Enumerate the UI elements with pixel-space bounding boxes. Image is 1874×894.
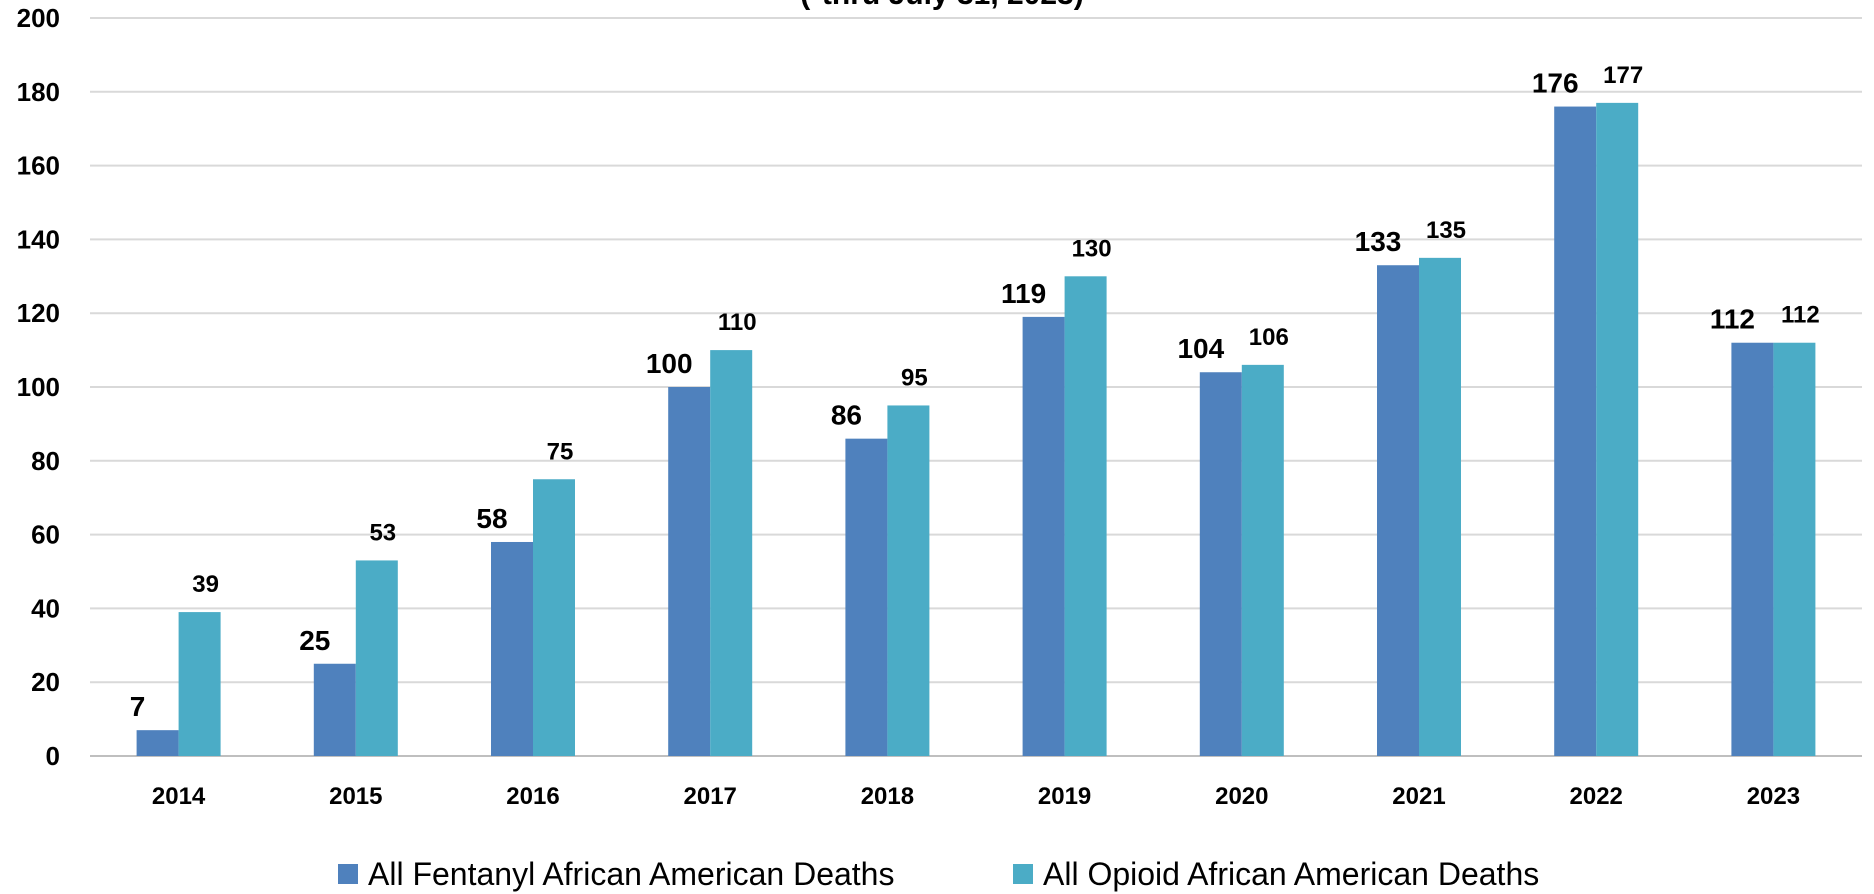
bar-fentanyl [1377, 265, 1419, 756]
data-label-fentanyl: 119 [1001, 278, 1046, 309]
data-label-opioid: 110 [718, 309, 757, 336]
legend-label: All Opioid African American Deaths [1043, 856, 1539, 892]
y-tick-label: 20 [31, 667, 60, 697]
x-tick-label: 2022 [1570, 783, 1623, 810]
x-tick-label: 2020 [1215, 783, 1268, 810]
y-tick-label: 140 [17, 224, 60, 254]
legend-swatch [1013, 864, 1033, 884]
data-label-opioid: 177 [1603, 62, 1643, 89]
bar-opioid [355, 560, 398, 756]
data-label-opioid: 53 [369, 519, 396, 546]
y-tick-label: 0 [46, 741, 60, 771]
data-label-fentanyl: 25 [299, 625, 330, 656]
x-tick-label: 2021 [1392, 783, 1445, 810]
y-axis-ticks: 0 20 40 60 80 100 120 140 160 180 200 [17, 3, 60, 771]
data-label-opioid: 75 [547, 438, 574, 465]
bar-fentanyl [491, 541, 533, 756]
data-label-fentanyl: 100 [646, 348, 693, 379]
data-label-fentanyl: 133 [1355, 226, 1402, 257]
y-tick-label: 120 [17, 298, 60, 328]
bar-opioid [1773, 342, 1816, 756]
bar-fentanyl [1022, 316, 1065, 756]
bar-fentanyl [668, 387, 711, 756]
legend-swatch [338, 864, 358, 884]
y-tick-label: 60 [31, 520, 60, 550]
bar-fentanyl [136, 730, 179, 756]
y-tick-label: 200 [17, 3, 60, 33]
y-tick-label: 160 [17, 151, 60, 181]
bar-opioid [887, 405, 930, 756]
bar-opioid [178, 612, 221, 756]
data-label-opioid: 106 [1249, 324, 1289, 351]
bar-opioid [710, 350, 753, 756]
bar-opioid [533, 479, 575, 756]
bar-fentanyl [845, 438, 888, 756]
x-tick-label: 2018 [861, 783, 914, 810]
x-tick-label: 2023 [1747, 783, 1800, 810]
bar-opioid [1419, 257, 1461, 756]
bar-fentanyl [1199, 372, 1242, 756]
bar-opioid [1064, 276, 1107, 756]
legend: All Fentanyl African American Deaths All … [338, 856, 1539, 892]
y-tick-label: 40 [31, 593, 60, 623]
x-tick-label: 2019 [1038, 783, 1091, 810]
x-tick-label: 2016 [506, 783, 559, 810]
data-label-opioid: 39 [192, 571, 219, 598]
x-tick-label: 2015 [329, 783, 382, 810]
data-label-fentanyl: 176 [1532, 68, 1579, 99]
bar-fentanyl [313, 663, 356, 756]
data-label-opioid: 112 [1781, 302, 1820, 329]
y-tick-label: 180 [17, 77, 60, 107]
chart-subtitle: (*thru July 31, 2023) [800, 0, 1083, 11]
data-label-fentanyl: 104 [1177, 333, 1224, 364]
bar-fentanyl [1731, 342, 1774, 756]
bar-opioid [1241, 364, 1284, 756]
data-label-opioid: 95 [901, 364, 928, 391]
legend-label: All Fentanyl African American Deaths [368, 856, 894, 892]
data-label-fentanyl: 86 [831, 400, 862, 431]
bars [136, 102, 1816, 757]
x-axis-ticks: 2014 2015 2016 2017 2018 2019 2020 2021 2022 2023 [152, 783, 1800, 810]
y-tick-label: 100 [17, 372, 60, 402]
y-tick-label: 80 [31, 446, 60, 476]
data-label-opioid: 135 [1426, 217, 1466, 244]
bar-fentanyl [1554, 106, 1597, 756]
bar-opioid [1596, 102, 1639, 757]
data-labels: 7 39 25 53 58 75 100 110 86 95 119 130 104 106 133 135 1… [130, 62, 1820, 722]
data-label-fentanyl: 112 [1710, 304, 1755, 335]
data-label-opioid: 130 [1072, 235, 1112, 262]
x-tick-label: 2014 [152, 783, 206, 810]
data-label-fentanyl: 7 [130, 691, 146, 722]
x-tick-label: 2017 [684, 783, 737, 810]
data-label-fentanyl: 58 [476, 503, 507, 534]
